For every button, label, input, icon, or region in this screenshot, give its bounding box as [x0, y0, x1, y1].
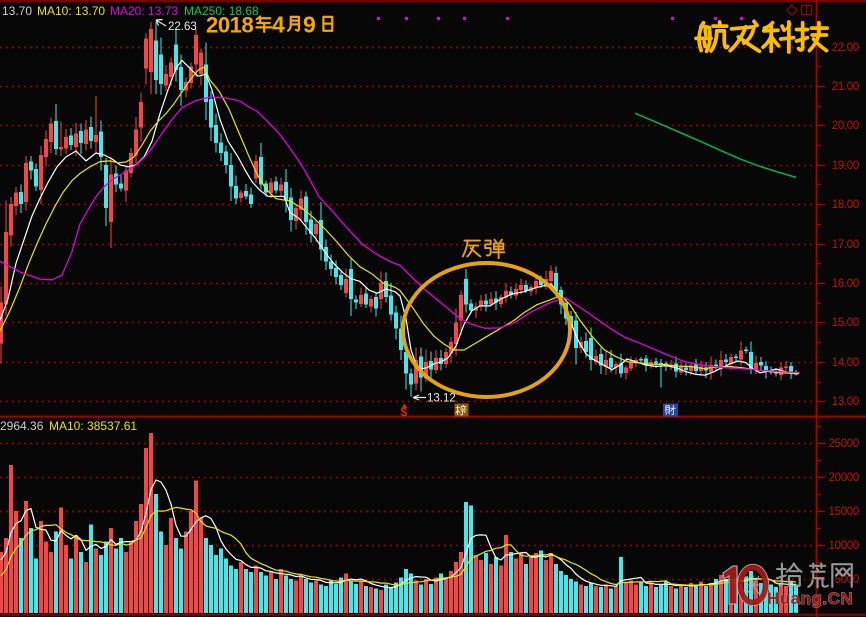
svg-text:2018: 2018: [206, 13, 254, 38]
svg-text:13.12: 13.12: [427, 393, 456, 405]
svg-text:Huang.CN: Huang.CN: [767, 589, 853, 608]
svg-text:4: 4: [272, 12, 285, 38]
svg-text:25000: 25000: [829, 438, 859, 450]
svg-text:MA10: 13.70: MA10: 13.70: [37, 4, 105, 18]
svg-text:5000: 5000: [835, 574, 859, 586]
svg-text:19.00: 19.00: [832, 160, 859, 172]
svg-text:17.00: 17.00: [832, 239, 859, 251]
svg-text:14.00: 14.00: [832, 357, 859, 369]
svg-text:13.70: 13.70: [2, 4, 32, 18]
svg-text:16.00: 16.00: [832, 278, 859, 290]
svg-text:20.00: 20.00: [832, 120, 859, 132]
svg-text:MA250: 18.68: MA250: 18.68: [184, 4, 259, 18]
svg-text:MA20: 13.73: MA20: 13.73: [110, 4, 178, 18]
svg-text:13.00: 13.00: [832, 396, 859, 408]
svg-text:9: 9: [303, 12, 316, 38]
svg-text:22.63: 22.63: [168, 21, 197, 33]
svg-text:2964.36: 2964.36: [0, 419, 44, 433]
svg-text:20000: 20000: [829, 472, 859, 484]
svg-text:10000: 10000: [829, 540, 859, 552]
svg-text:15.00: 15.00: [832, 317, 859, 329]
svg-text:21.00: 21.00: [832, 81, 859, 93]
svg-text:22.00: 22.00: [832, 42, 859, 54]
svg-text:18.00: 18.00: [832, 199, 859, 211]
svg-text:MA10: 38537.61: MA10: 38537.61: [49, 419, 137, 433]
svg-text:$: $: [401, 405, 408, 419]
svg-text:15000: 15000: [829, 506, 859, 518]
